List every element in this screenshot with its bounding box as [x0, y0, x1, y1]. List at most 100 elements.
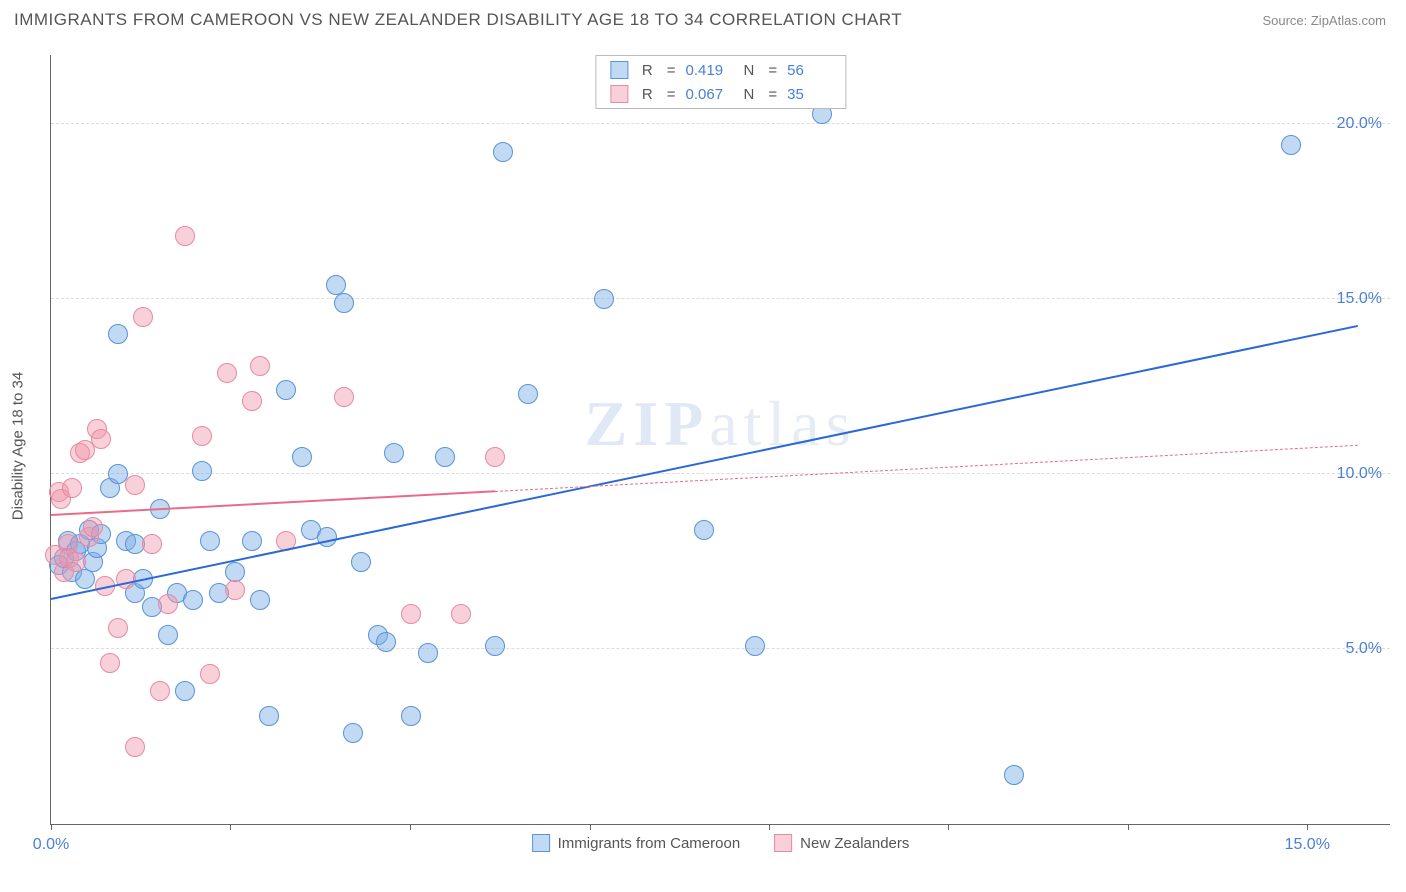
data-point	[66, 552, 86, 572]
y-tick-label: 20.0%	[1337, 115, 1382, 133]
x-tick	[51, 824, 52, 830]
data-point	[351, 552, 371, 572]
stat-eq: =	[768, 86, 777, 103]
y-tick-label: 15.0%	[1337, 290, 1382, 308]
y-axis-label: Disability Age 18 to 34	[10, 372, 27, 520]
data-point	[518, 384, 538, 404]
data-point	[183, 590, 203, 610]
data-point	[418, 643, 438, 663]
legend-swatch	[610, 61, 628, 79]
x-tick	[948, 824, 949, 830]
y-tick-label: 10.0%	[1337, 465, 1382, 483]
stat-r-value: 0.419	[686, 62, 730, 79]
watermark-light: atlas	[709, 388, 856, 459]
watermark: ZIPatlas	[585, 387, 857, 461]
data-point	[242, 531, 262, 551]
data-point	[1281, 135, 1301, 155]
data-point	[250, 356, 270, 376]
data-point	[334, 293, 354, 313]
watermark-bold: ZIP	[585, 388, 710, 459]
stat-n-value: 35	[787, 86, 831, 103]
legend-swatch	[610, 85, 628, 103]
data-point	[158, 625, 178, 645]
data-point	[594, 289, 614, 309]
data-point	[451, 604, 471, 624]
data-point	[384, 443, 404, 463]
source-label: Source: ZipAtlas.com	[1262, 13, 1386, 28]
gridline	[51, 298, 1390, 299]
trend-line	[51, 325, 1358, 600]
legend-swatch	[532, 834, 550, 852]
data-point	[116, 569, 136, 589]
data-point	[217, 363, 237, 383]
data-point	[175, 681, 195, 701]
data-point	[225, 580, 245, 600]
data-point	[242, 391, 262, 411]
data-point	[250, 590, 270, 610]
stats-row: R = 0.067 N = 35	[596, 82, 845, 106]
data-point	[142, 534, 162, 554]
stat-eq: =	[667, 62, 676, 79]
x-tick-label: 0.0%	[33, 836, 69, 854]
data-point	[1004, 765, 1024, 785]
stat-eq: =	[667, 86, 676, 103]
data-point	[158, 594, 178, 614]
data-point	[485, 447, 505, 467]
data-point	[200, 531, 220, 551]
data-point	[62, 478, 82, 498]
gridline	[51, 123, 1390, 124]
data-point	[694, 520, 714, 540]
data-point	[317, 527, 337, 547]
stat-r-value: 0.067	[686, 86, 730, 103]
stat-n-label: N	[744, 86, 755, 103]
data-point	[125, 475, 145, 495]
x-tick	[1128, 824, 1129, 830]
x-tick	[590, 824, 591, 830]
data-point	[200, 664, 220, 684]
x-tick	[1307, 824, 1308, 830]
data-point	[376, 632, 396, 652]
trend-line	[495, 445, 1358, 492]
data-point	[435, 447, 455, 467]
gridline	[51, 473, 1390, 474]
data-point	[75, 569, 95, 589]
data-point	[276, 380, 296, 400]
scatter-chart: ZIPatlas 5.0%10.0%15.0%20.0%0.0%15.0%R=0…	[50, 55, 1390, 825]
legend-swatch	[774, 834, 792, 852]
y-tick-label: 5.0%	[1346, 640, 1382, 658]
data-point	[745, 636, 765, 656]
stat-n-value: 56	[787, 62, 831, 79]
data-point	[175, 226, 195, 246]
legend-item: New Zealanders	[774, 834, 909, 852]
stat-r-label: R	[642, 62, 653, 79]
legend-label: Immigrants from Cameroon	[558, 835, 741, 852]
data-point	[108, 618, 128, 638]
x-tick	[769, 824, 770, 830]
data-point	[401, 706, 421, 726]
data-point	[493, 142, 513, 162]
data-point	[108, 324, 128, 344]
stat-eq: =	[768, 62, 777, 79]
stat-n-label: N	[744, 62, 755, 79]
stats-legend: R = 0.419 N = 56 R = 0.067 N = 35	[595, 55, 846, 109]
data-point	[401, 604, 421, 624]
header: IMMIGRANTS FROM CAMEROON VS NEW ZEALANDE…	[0, 0, 1406, 36]
data-point	[83, 517, 103, 537]
x-tick	[230, 824, 231, 830]
data-point	[125, 737, 145, 757]
legend-label: New Zealanders	[800, 835, 909, 852]
chart-title: IMMIGRANTS FROM CAMEROON VS NEW ZEALANDE…	[14, 10, 902, 30]
gridline	[51, 648, 1390, 649]
data-point	[150, 681, 170, 701]
x-tick-label: 15.0%	[1285, 836, 1330, 854]
data-point	[100, 653, 120, 673]
data-point	[192, 426, 212, 446]
data-point	[192, 461, 212, 481]
stats-row: R = 0.419 N = 56	[596, 58, 845, 82]
data-point	[292, 447, 312, 467]
data-point	[334, 387, 354, 407]
data-point	[485, 636, 505, 656]
legend-item: Immigrants from Cameroon	[532, 834, 741, 852]
stat-r-label: R	[642, 86, 653, 103]
data-point	[343, 723, 363, 743]
